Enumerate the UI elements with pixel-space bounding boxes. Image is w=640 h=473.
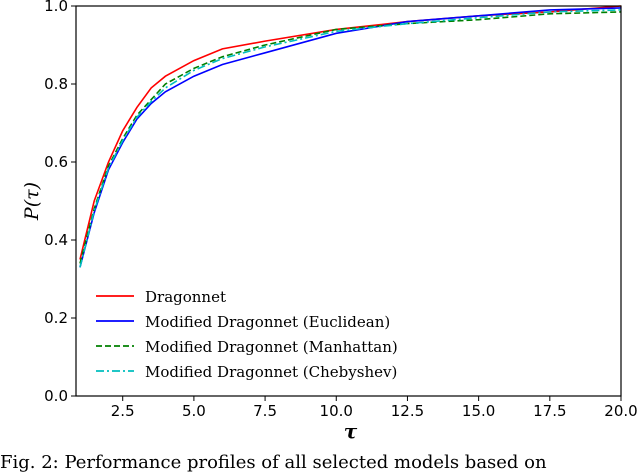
series-line-3 [79, 9, 622, 268]
series-line-0 [79, 5, 622, 260]
x-tick-label: 17.5 [533, 402, 566, 420]
y-tick-label: 0.0 [44, 387, 68, 405]
y-tick-label: 0.2 [44, 309, 68, 327]
x-tick-label: 12.5 [391, 402, 424, 420]
x-tick-label: 10.0 [320, 402, 353, 420]
figure-caption: Fig. 2: Performance profiles of all sele… [0, 452, 547, 473]
series-line-1 [79, 7, 622, 268]
y-axis-label: P(τ) [21, 182, 43, 221]
y-tick-label: 0.6 [44, 153, 68, 171]
legend-label-2: Modified Dragonnet (Manhattan) [145, 338, 398, 356]
x-axis-label: τ [344, 419, 358, 443]
y-tick-label: 0.8 [44, 75, 68, 93]
x-tick-label: 15.0 [462, 402, 495, 420]
legend-label-0: Dragonnet [145, 288, 226, 306]
y-tick-label: 1.0 [44, 0, 68, 15]
series-line-2 [79, 11, 622, 264]
x-tick-label: 7.5 [253, 402, 277, 420]
legend-label-3: Modified Dragonnet (Chebyshev) [145, 363, 397, 381]
x-tick-label: 20.0 [604, 402, 637, 420]
legend-label-1: Modified Dragonnet (Euclidean) [145, 313, 390, 331]
x-tick-label: 2.5 [111, 402, 135, 420]
plot-frame [75, 5, 622, 397]
y-tick-label: 0.4 [44, 231, 68, 249]
x-tick-label: 5.0 [182, 402, 206, 420]
